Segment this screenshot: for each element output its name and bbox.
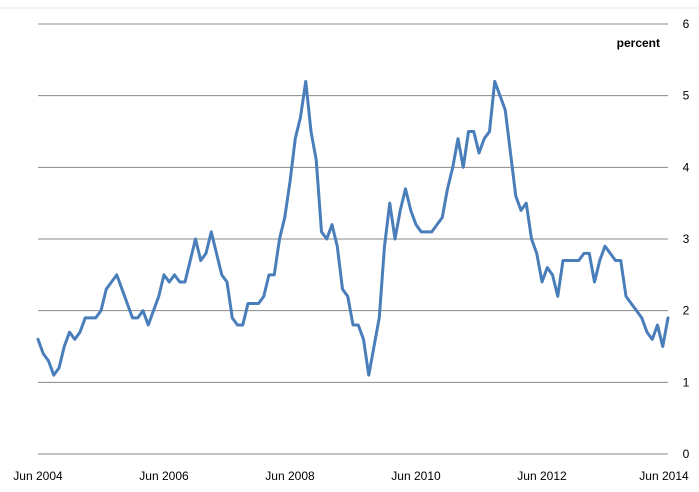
y-tick-label: 2 bbox=[683, 304, 690, 318]
y-tick-label: 3 bbox=[683, 232, 690, 246]
y-tick-label: 1 bbox=[683, 375, 690, 389]
y-tick-label: 5 bbox=[683, 89, 690, 103]
y-tick-label: 6 bbox=[683, 17, 690, 31]
series-layer bbox=[36, 79, 670, 377]
x-tick-label: Jun 2014 bbox=[639, 469, 689, 483]
series-line bbox=[36, 79, 670, 377]
gridlines bbox=[38, 23, 668, 455]
y-axis-ticks: 0 1 2 3 4 5 6 bbox=[683, 17, 690, 461]
x-tick-label: Jun 2010 bbox=[391, 469, 441, 483]
y-tick-label: 4 bbox=[683, 160, 690, 174]
y-tick-label: 0 bbox=[683, 447, 690, 461]
y-unit-label: percent bbox=[617, 36, 660, 50]
x-tick-label: Jun 2004 bbox=[13, 469, 63, 483]
x-tick-label: Jun 2006 bbox=[139, 469, 189, 483]
x-tick-label: Jun 2012 bbox=[517, 469, 567, 483]
x-tick-label: Jun 2008 bbox=[265, 469, 315, 483]
x-axis-ticks: Jun 2004 Jun 2006 Jun 2008 Jun 2010 Jun 2012… bbox=[13, 469, 689, 483]
